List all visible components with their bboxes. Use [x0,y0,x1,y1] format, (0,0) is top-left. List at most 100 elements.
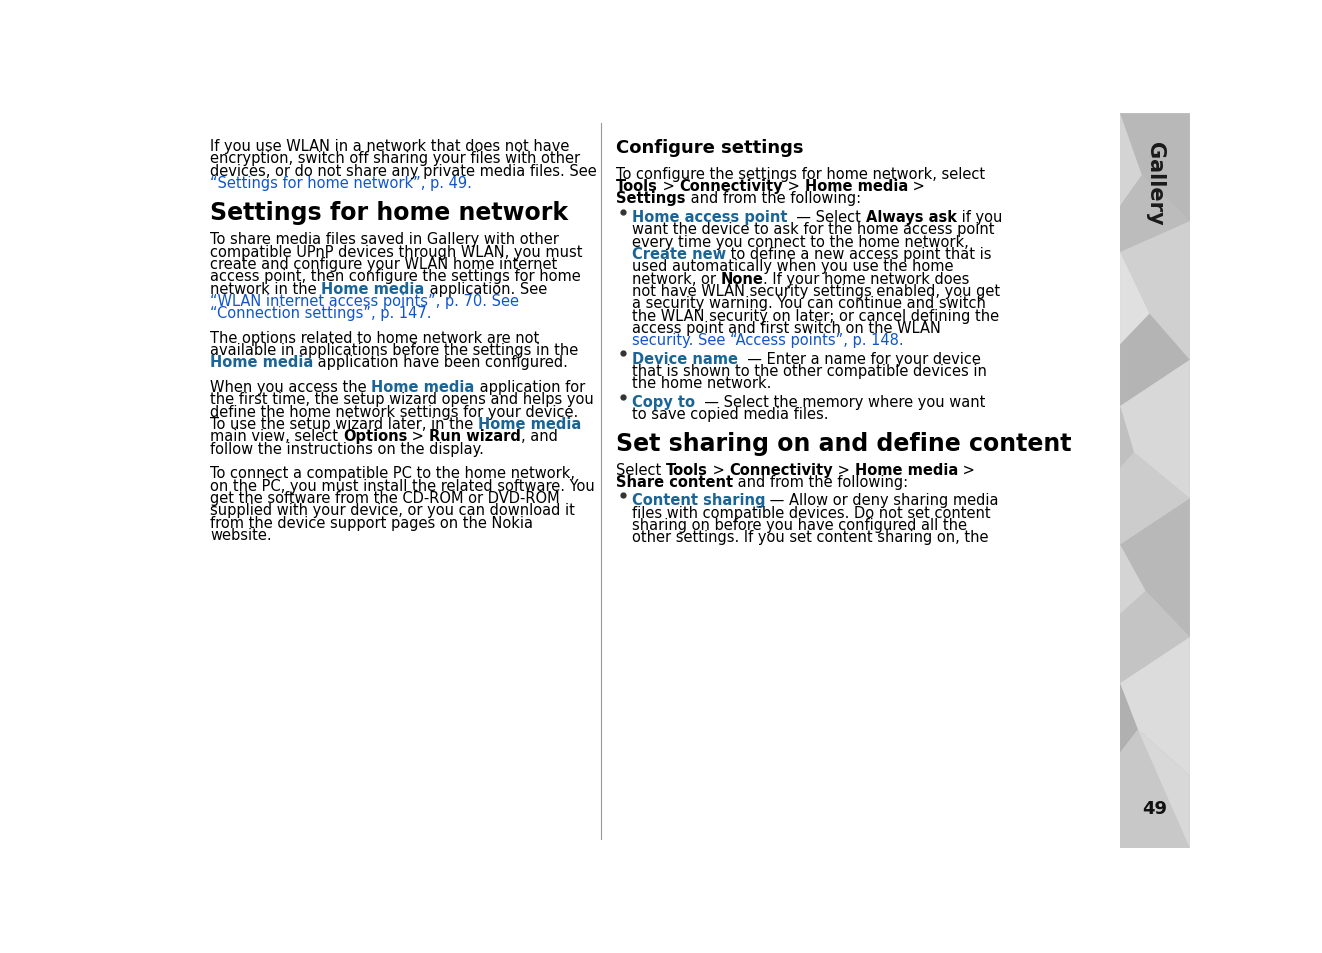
Text: compatible UPnP devices through WLAN, you must: compatible UPnP devices through WLAN, yo… [210,244,583,259]
Text: — Allow or deny sharing media: — Allow or deny sharing media [765,493,999,508]
Text: access point and first switch on the WLAN: access point and first switch on the WLA… [632,320,941,335]
Text: . If your home network does: . If your home network does [763,272,969,286]
Text: Home media: Home media [805,179,908,194]
Polygon shape [1120,114,1190,848]
Text: The options related to home network are not: The options related to home network are … [210,331,539,346]
Text: every time you connect to the home network,: every time you connect to the home netwo… [632,234,969,250]
Polygon shape [1120,114,1190,222]
Text: — Select the memory where you want: — Select the memory where you want [695,395,985,410]
Text: and from the following:: and from the following: [686,192,861,206]
Text: that is shown to the other compatible devices in: that is shown to the other compatible de… [632,364,986,378]
Text: >: > [658,179,680,194]
Polygon shape [1120,314,1190,407]
Text: If you use WLAN in a network that does not have: If you use WLAN in a network that does n… [210,139,570,154]
Text: create and configure your WLAN home internet: create and configure your WLAN home inte… [210,256,558,272]
Text: application for: application for [475,379,584,395]
Text: >: > [784,179,805,194]
Text: To connect a compatible PC to the home network,: To connect a compatible PC to the home n… [210,466,575,481]
Text: Select: Select [616,462,666,477]
Text: Options: Options [342,429,407,444]
Text: if you: if you [957,210,1002,225]
Polygon shape [1120,176,1190,253]
Polygon shape [1120,453,1190,545]
Text: files with compatible devices. Do not set content: files with compatible devices. Do not se… [632,505,990,520]
Text: main view, select: main view, select [210,429,342,444]
Text: used automatically when you use the home: used automatically when you use the home [632,259,953,274]
Text: from the device support pages on the Nokia: from the device support pages on the Nok… [210,516,533,530]
Text: encryption, switch off sharing your files with other: encryption, switch off sharing your file… [210,152,580,166]
Text: Home access point: Home access point [632,210,788,225]
Text: >: > [908,179,925,194]
Text: Copy to: Copy to [632,395,695,410]
Text: — Select: — Select [788,210,866,225]
Polygon shape [1120,683,1138,753]
Text: Set sharing on and define content: Set sharing on and define content [616,432,1072,456]
Text: >: > [709,462,730,477]
Polygon shape [1120,545,1146,615]
Text: on the PC, you must install the related software. You: on the PC, you must install the related … [210,478,595,493]
Text: get the software from the CD-ROM or DVD-ROM: get the software from the CD-ROM or DVD-… [210,491,559,505]
Polygon shape [1120,407,1134,468]
Text: Home media: Home media [210,355,313,370]
Text: the WLAN security on later; or cancel defining the: the WLAN security on later; or cancel de… [632,308,999,323]
Text: Settings for home network: Settings for home network [210,200,568,225]
Text: Home media: Home media [855,462,958,477]
Text: network, or: network, or [632,272,720,286]
Text: >: > [958,462,974,477]
Text: Content sharing: Content sharing [632,493,765,508]
Polygon shape [1120,253,1150,345]
Text: Home media: Home media [321,281,424,296]
Text: Home media: Home media [479,416,582,432]
Text: want the device to ask for the home access point: want the device to ask for the home acce… [632,222,994,237]
Text: to define a new access point that is: to define a new access point that is [726,247,992,262]
Text: Home media: Home media [371,379,475,395]
Text: website.: website. [210,527,272,542]
Text: a security warning. You can continue and switch: a security warning. You can continue and… [632,295,986,311]
Text: network in the: network in the [210,281,321,296]
Text: “WLAN internet access points”, p. 70. See: “WLAN internet access points”, p. 70. Se… [210,294,520,309]
Text: Connectivity: Connectivity [680,179,784,194]
Text: define the home network settings for your device.: define the home network settings for you… [210,404,579,419]
Text: available in applications before the settings in the: available in applications before the set… [210,343,579,357]
Text: To use the setup wizard later, in the: To use the setup wizard later, in the [210,416,479,432]
Polygon shape [1120,360,1190,499]
Text: the home network.: the home network. [632,375,771,391]
Text: to save copied media files.: to save copied media files. [632,407,829,421]
Text: application. See: application. See [424,281,547,296]
Polygon shape [1120,638,1190,776]
Text: 49: 49 [1142,800,1167,817]
Text: None: None [720,272,763,286]
Text: application have been configured.: application have been configured. [313,355,568,370]
Text: To configure the settings for home network, select: To configure the settings for home netwo… [616,167,985,182]
Text: “Settings for home network”, p. 49.: “Settings for home network”, p. 49. [210,176,472,191]
Text: Settings: Settings [616,192,686,206]
Text: supplied with your device, or you can download it: supplied with your device, or you can do… [210,503,575,517]
Text: the first time, the setup wizard opens and helps you: the first time, the setup wizard opens a… [210,392,594,407]
Text: Gallery: Gallery [1145,142,1165,225]
Text: and from the following:: and from the following: [734,475,908,489]
Text: Connectivity: Connectivity [730,462,833,477]
Text: >: > [407,429,428,444]
Text: Tools: Tools [666,462,709,477]
Text: Always ask: Always ask [866,210,957,225]
Text: >: > [833,462,855,477]
Text: To share media files saved in Gallery with other: To share media files saved in Gallery wi… [210,232,559,247]
Text: “Connection settings”, p. 147.: “Connection settings”, p. 147. [210,306,432,321]
Polygon shape [1120,499,1190,638]
Text: Run wizard: Run wizard [428,429,521,444]
Polygon shape [1120,591,1190,683]
Text: follow the instructions on the display.: follow the instructions on the display. [210,441,484,456]
Text: devices, or do not share any private media files. See: devices, or do not share any private med… [210,164,598,178]
Text: Create new: Create new [632,247,726,262]
Text: other settings. If you set content sharing on, the: other settings. If you set content shari… [632,530,989,545]
Text: When you access the: When you access the [210,379,371,395]
Text: not have WLAN security settings enabled, you get: not have WLAN security settings enabled,… [632,284,999,298]
Text: Tools: Tools [616,179,658,194]
Text: security. See “Access points”, p. 148.: security. See “Access points”, p. 148. [632,333,903,348]
Polygon shape [1138,730,1190,848]
Text: Share content: Share content [616,475,734,489]
Text: Device name: Device name [632,352,738,366]
Polygon shape [1120,730,1190,848]
Text: access point, then configure the settings for home: access point, then configure the setting… [210,269,580,284]
Text: — Enter a name for your device: — Enter a name for your device [738,352,981,366]
